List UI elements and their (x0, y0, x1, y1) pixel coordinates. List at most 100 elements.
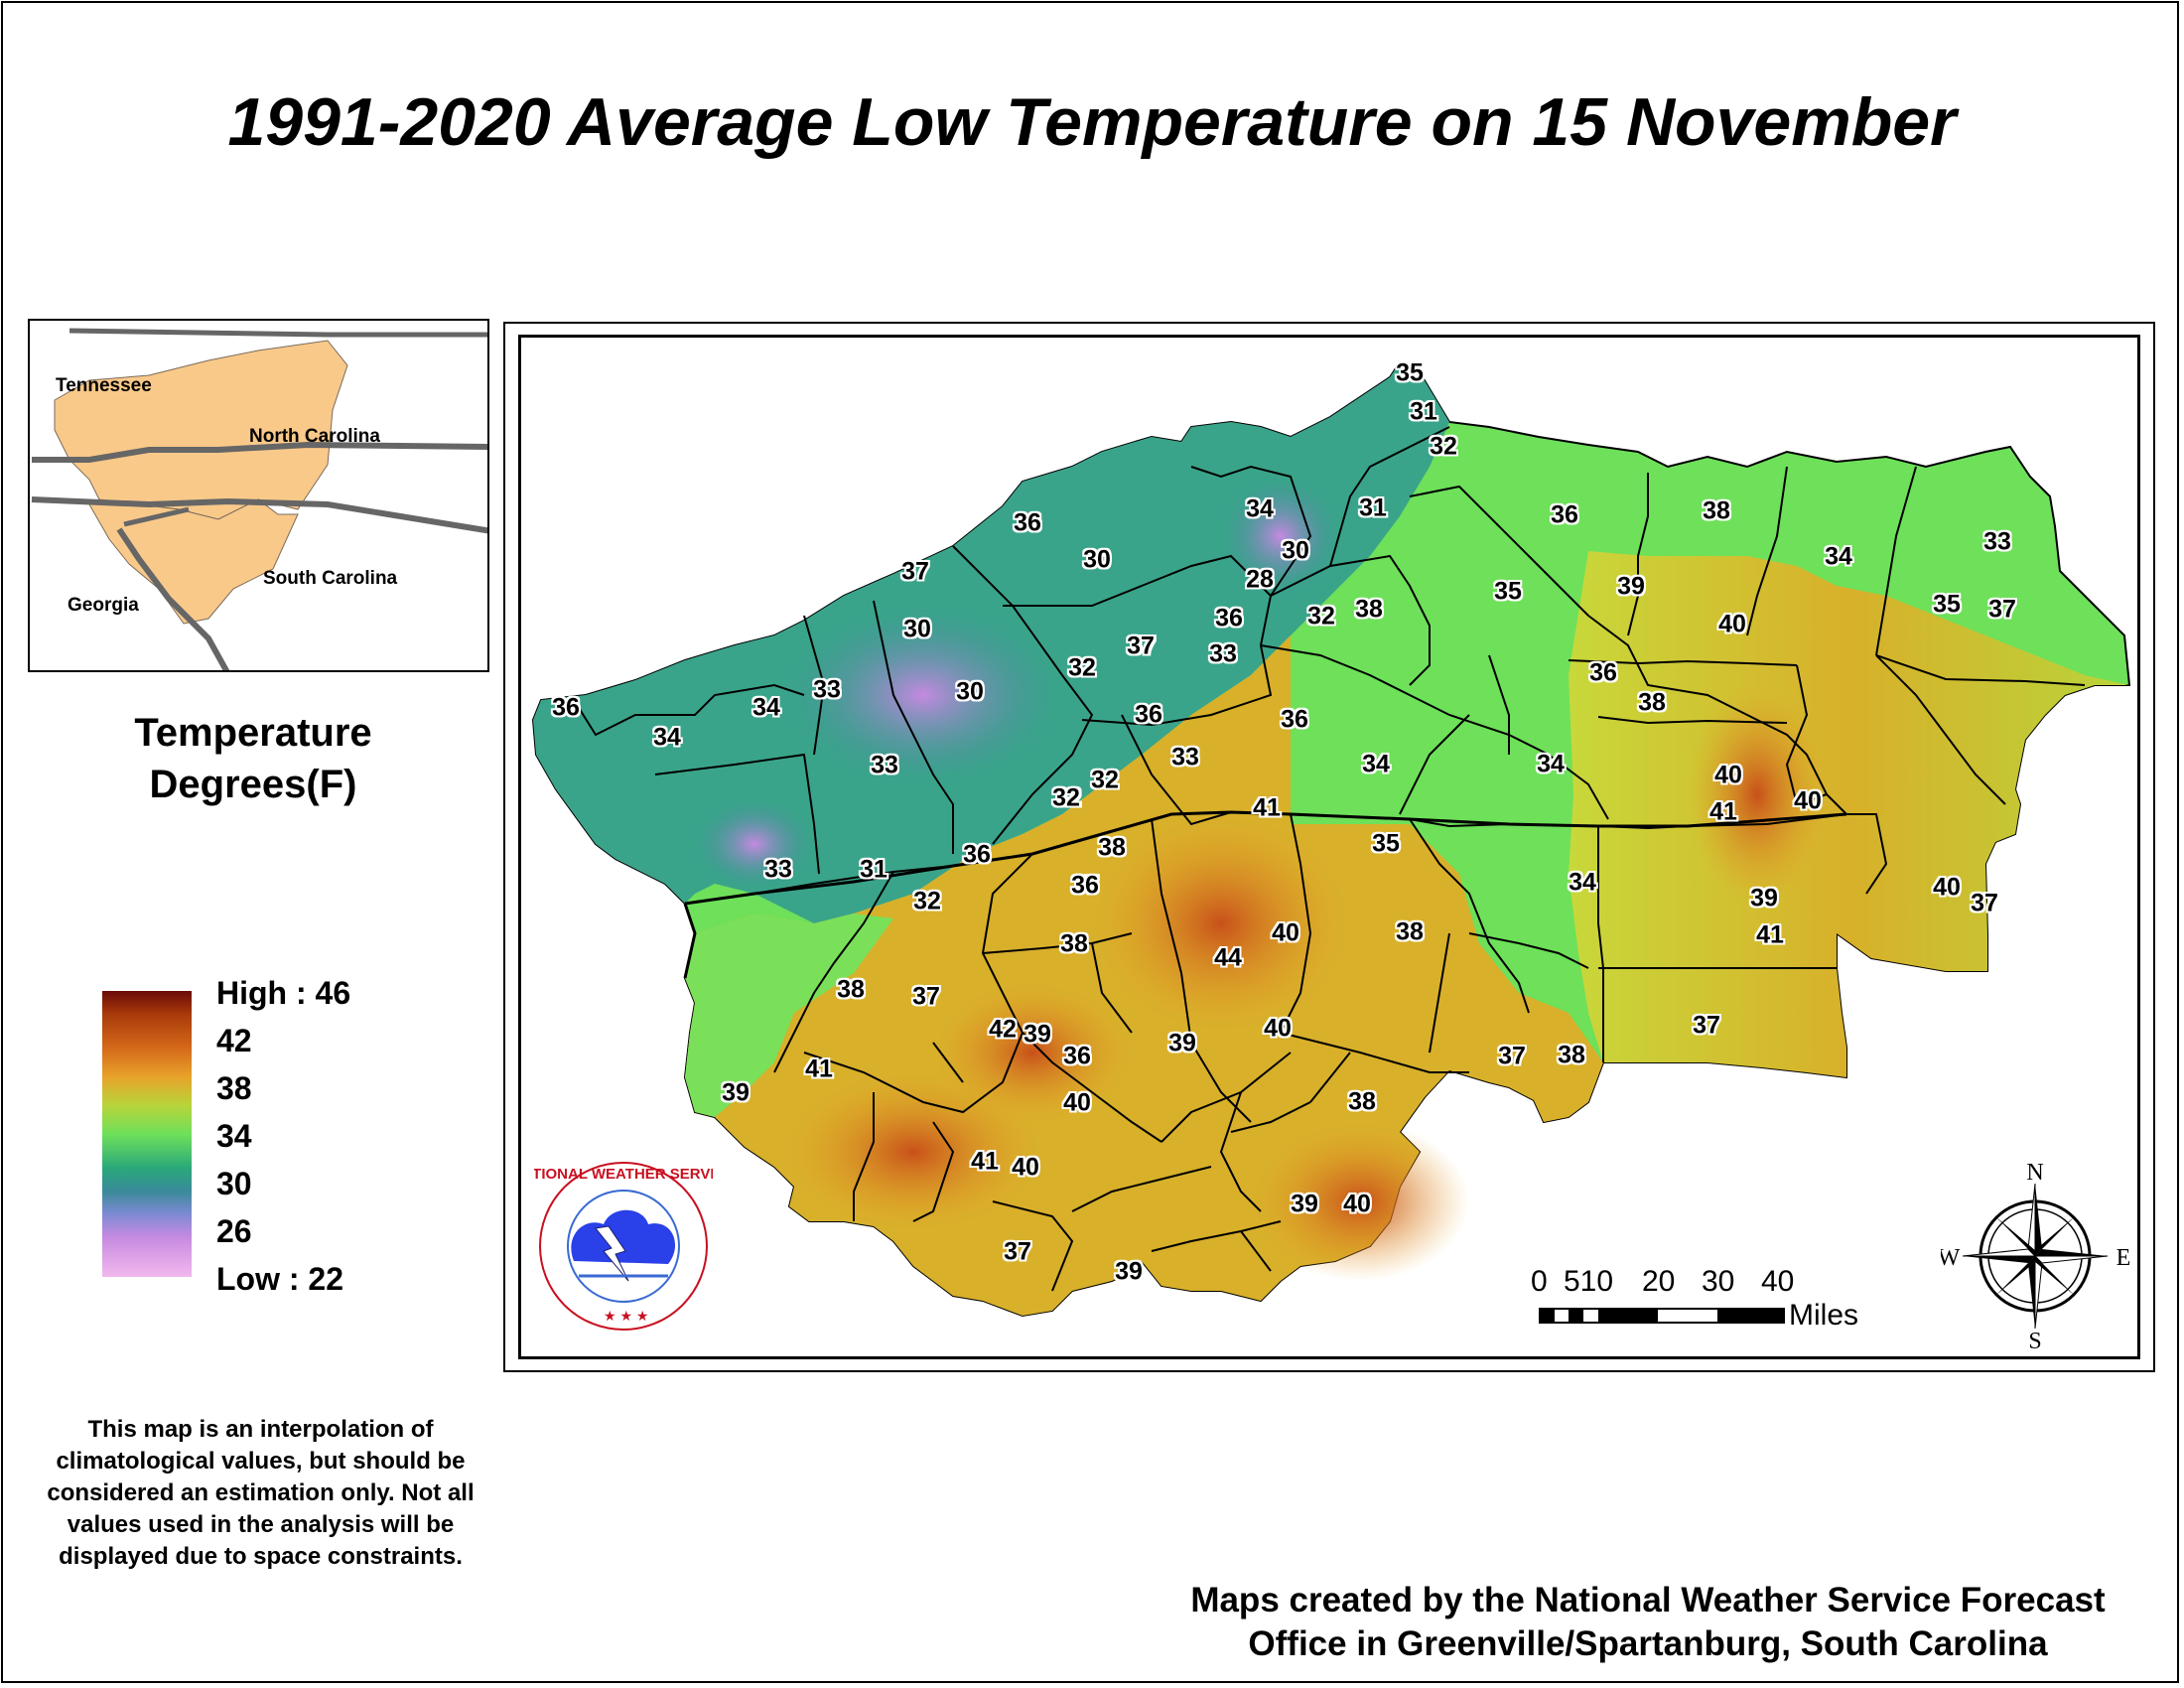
station-value: 35 (1372, 829, 1400, 858)
station-value: 30 (903, 615, 931, 643)
station-value: 35 (1396, 358, 1424, 387)
station-value: 32 (1430, 432, 1457, 461)
station-value: 38 (1638, 688, 1666, 717)
station-value: 39 (1291, 1190, 1318, 1218)
station-value: 37 (1971, 889, 1998, 917)
warm-pocket-3 (784, 1072, 1042, 1231)
station-value: 33 (764, 855, 792, 884)
station-value: 36 (1071, 871, 1099, 900)
inset-locator-map: Tennessee North Carolina Georgia South C… (28, 319, 489, 672)
nws-logo-text: NATIONAL WEATHER SERVICE (534, 1166, 713, 1183)
station-value: 40 (1012, 1153, 1039, 1182)
credit-line-1: Maps created by the National Weather Ser… (1190, 1581, 2106, 1619)
station-value: 33 (1171, 743, 1199, 772)
compass-w: W (1941, 1245, 1961, 1271)
station-value: 39 (1750, 884, 1778, 913)
scale-number-20: 20 (1642, 1265, 1676, 1298)
station-value: 34 (1362, 750, 1390, 778)
station-value: 37 (1498, 1042, 1526, 1070)
station-value: 44 (1214, 943, 1242, 972)
station-value: 40 (1714, 761, 1742, 789)
station-value: 37 (1071, 871, 1099, 900)
inset-label-south-carolina: South Carolina (263, 568, 398, 589)
inset-label-tennessee: Tennessee (56, 375, 152, 396)
credit-line-2: Office in Greenville/Spartanburg, South … (1248, 1624, 2048, 1663)
station-value: 35 (1494, 577, 1522, 606)
inset-states-outline (31, 328, 487, 670)
station-value: 33 (813, 675, 841, 704)
legend-title-line1: Temperature (134, 711, 372, 755)
warm-pocket-2 (1251, 1122, 1469, 1281)
station-value: 41 (1253, 793, 1281, 822)
station-value: 30 (1282, 536, 1309, 565)
compass-e: E (2116, 1245, 2129, 1271)
station-value: 33 (871, 751, 898, 779)
station-value: 36 (1551, 500, 1578, 529)
station-value: 39 (1617, 572, 1645, 601)
station-value: 38 (1098, 833, 1126, 862)
station-value: 39 (1024, 1020, 1051, 1049)
station-value: 36 (1215, 604, 1243, 633)
station-value: 37 (1988, 595, 2016, 624)
station-value: 34 (1825, 542, 1852, 571)
station-value: 35 (1933, 590, 1961, 619)
station-value: 38 (1558, 1041, 1585, 1069)
station-value: 38 (1355, 595, 1383, 624)
cold-pocket-1 (784, 606, 1062, 784)
station-value: 41 (805, 1055, 833, 1083)
station-value: 40 (1063, 1088, 1091, 1117)
station-value: 31 (860, 855, 887, 884)
station-value: 36 (552, 693, 580, 722)
station-value: 32 (1091, 766, 1119, 794)
station-value: 32 (1053, 783, 1081, 812)
station-value: 38 (1348, 1087, 1376, 1116)
station-value: 30 (1083, 545, 1111, 574)
compass-s: S (2028, 1329, 2041, 1350)
station-value: 41 (1709, 797, 1737, 826)
station-value: 38 (1703, 496, 1730, 525)
station-value: 40 (1272, 918, 1299, 947)
station-value: 38 (1060, 929, 1088, 958)
station-value: 36 (1281, 705, 1308, 734)
station-value: 41 (971, 1147, 999, 1176)
disclaimer-text: This map is an interpolation of climatol… (47, 1416, 475, 1570)
station-value: 32 (1052, 783, 1080, 812)
station-value: 34 (1569, 868, 1596, 897)
map-title: 1991-2020 Average Low Temperature on 15 … (227, 84, 1957, 160)
station-value: 36 (1063, 1042, 1091, 1070)
county-boundaries (575, 426, 2086, 1292)
legend-tick-42: 42 (216, 1023, 252, 1058)
scale-bar (1539, 1308, 1785, 1324)
station-value: 33 (1209, 639, 1237, 668)
legend-tick-30: 30 (216, 1166, 252, 1201)
station-value: 41 (1756, 920, 1784, 949)
legend-low-label: Low : 22 (216, 1261, 344, 1297)
station-value: 37 (1693, 1011, 1720, 1040)
station-value: 37 (1004, 1237, 1031, 1266)
station-value: 36 (963, 840, 991, 869)
station-value: 31 (1410, 397, 1437, 426)
state-boundaries (683, 810, 1847, 979)
station-value: 34 (1246, 494, 1274, 523)
compass-rose: N S E W (1941, 1162, 2129, 1350)
scale-number-510: 510 (1564, 1265, 1614, 1298)
station-value: 39 (1168, 1029, 1196, 1057)
station-value: 32 (913, 887, 941, 915)
station-value: 28 (1246, 565, 1274, 594)
legend-tick-38: 38 (216, 1070, 252, 1106)
station-value: 37 (912, 982, 940, 1011)
station-value: 38 (1396, 917, 1424, 946)
scale-number-30: 30 (1702, 1265, 1735, 1298)
station-value: 36 (1589, 658, 1617, 687)
inset-label-north-carolina: North Carolina (249, 426, 380, 447)
station-value: 30 (956, 677, 984, 706)
station-value: 33 (1983, 527, 2011, 556)
scale-number-40: 40 (1761, 1265, 1795, 1298)
station-value: 32 (1068, 653, 1096, 682)
station-value: 36 (1135, 700, 1162, 729)
station-value: 37 (1127, 632, 1155, 660)
svg-text:★ ★ ★: ★ ★ ★ (604, 1308, 648, 1324)
station-value: 32 (1307, 602, 1335, 631)
